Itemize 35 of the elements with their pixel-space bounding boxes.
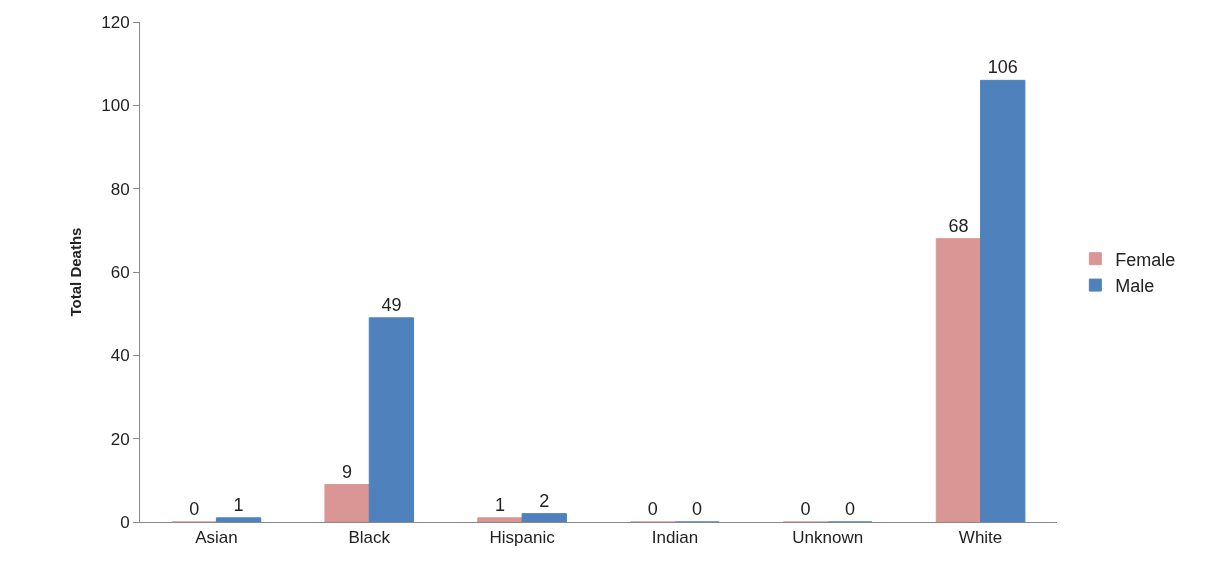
y-tick-label: 40 bbox=[110, 346, 130, 366]
legend-label: Female bbox=[1115, 249, 1176, 270]
data-label: 1 bbox=[233, 494, 244, 515]
data-label: 0 bbox=[844, 499, 855, 519]
data-label: 106 bbox=[987, 57, 1018, 78]
x-tick-label: White bbox=[958, 528, 1003, 548]
data-label: 2 bbox=[539, 490, 550, 511]
legend-label: Male bbox=[1115, 276, 1155, 297]
bar bbox=[477, 517, 523, 522]
data-label: 49 bbox=[381, 294, 402, 315]
data-label: 9 bbox=[342, 461, 353, 482]
y-tick-label: 20 bbox=[110, 429, 130, 449]
x-tick-label: Unknown bbox=[792, 528, 864, 548]
y-tick-label: 120 bbox=[101, 12, 130, 32]
data-label: 0 bbox=[692, 499, 703, 519]
y-tick-label: 60 bbox=[110, 262, 130, 282]
data-label: 68 bbox=[948, 215, 969, 236]
y-axis-title: Total Deaths bbox=[67, 227, 85, 317]
bar bbox=[935, 238, 982, 522]
y-tick-label: 100 bbox=[101, 96, 130, 116]
bar bbox=[324, 484, 370, 522]
y-tick-label: 0 bbox=[120, 512, 130, 532]
bar bbox=[368, 317, 415, 522]
x-tick-label: Asian bbox=[195, 528, 238, 548]
bar bbox=[980, 79, 1026, 522]
data-label: 1 bbox=[494, 494, 505, 515]
bar bbox=[521, 513, 567, 522]
y-tick-label: 80 bbox=[110, 179, 130, 199]
data-label: 0 bbox=[647, 499, 658, 519]
bar bbox=[215, 517, 262, 522]
data-label: 0 bbox=[189, 499, 200, 519]
x-tick-label: Indian bbox=[651, 528, 699, 548]
x-tick-label: Black bbox=[348, 528, 391, 548]
data-label: 0 bbox=[800, 499, 811, 519]
x-tick-label: Hispanic bbox=[489, 528, 556, 548]
